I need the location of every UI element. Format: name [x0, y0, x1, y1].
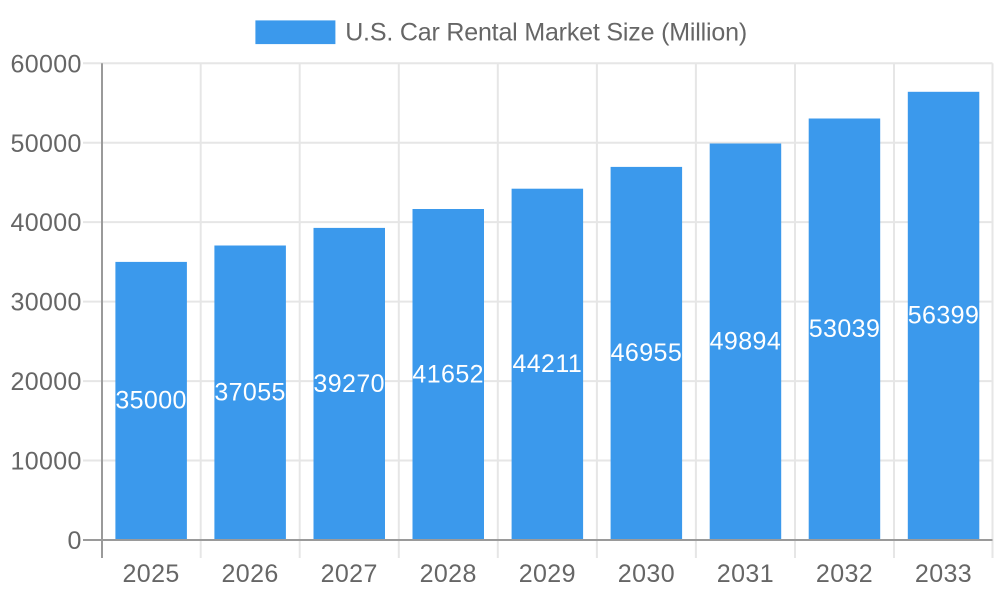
svg-text:U.S. Car Rental Market Size (M: U.S. Car Rental Market Size (Million) [345, 19, 747, 47]
svg-text:2032: 2032 [816, 560, 873, 588]
svg-text:35000: 35000 [115, 387, 187, 415]
svg-text:50000: 50000 [11, 130, 82, 158]
svg-text:44211: 44211 [512, 350, 582, 378]
svg-text:2026: 2026 [221, 560, 278, 588]
svg-text:2027: 2027 [321, 560, 378, 588]
svg-text:0: 0 [68, 527, 82, 555]
svg-text:40000: 40000 [11, 209, 82, 237]
svg-text:56399: 56399 [908, 302, 980, 330]
svg-text:2033: 2033 [915, 560, 972, 588]
svg-text:53039: 53039 [809, 315, 881, 343]
svg-text:39270: 39270 [313, 370, 385, 398]
svg-text:37055: 37055 [214, 379, 286, 407]
svg-text:2031: 2031 [717, 560, 774, 588]
svg-text:49894: 49894 [710, 328, 782, 356]
svg-text:41652: 41652 [412, 360, 484, 388]
svg-text:20000: 20000 [11, 368, 82, 396]
svg-text:2029: 2029 [519, 560, 576, 588]
svg-text:2030: 2030 [618, 560, 675, 588]
svg-text:10000: 10000 [11, 448, 82, 476]
svg-text:2028: 2028 [420, 560, 477, 588]
svg-text:46955: 46955 [611, 339, 683, 367]
svg-text:60000: 60000 [11, 50, 82, 78]
svg-text:2025: 2025 [122, 560, 179, 588]
svg-text:30000: 30000 [11, 289, 82, 317]
